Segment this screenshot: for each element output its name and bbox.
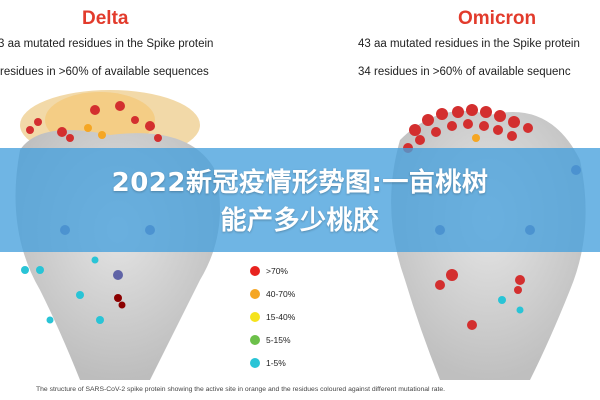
- legend-color-dot: [250, 289, 260, 299]
- legend-item: 1-5%: [250, 354, 295, 372]
- legend-item: >70%: [250, 262, 295, 280]
- legend-label: 40-70%: [266, 289, 296, 299]
- omicron-title: Omicron: [458, 8, 537, 29]
- legend-label: >70%: [266, 266, 288, 276]
- legend-color-dot: [250, 335, 260, 345]
- legend-label: 1-5%: [266, 358, 286, 368]
- delta-line-2: residues in >60% of available sequences: [0, 66, 209, 78]
- delta-title: Delta: [82, 8, 129, 29]
- legend-item: 40-70%: [250, 285, 295, 303]
- title-banner: 2022新冠疫情形势图:一亩桃树 能产多少桃胶: [0, 148, 600, 252]
- legend-color-dot: [250, 266, 260, 276]
- delta-line-1: 3 aa mutated residues in the Spike prote…: [0, 38, 214, 50]
- legend-label: 5-15%: [266, 335, 291, 345]
- legend-label: 15-40%: [266, 312, 296, 322]
- legend-color-dot: [250, 312, 260, 322]
- banner-title-line-1: 2022新冠疫情形势图:一亩桃树: [111, 168, 489, 198]
- mutation-rate-legend: >70% 40-70% 15-40% 5-15% 1-5%: [250, 262, 295, 377]
- figure-caption: The structure of SARS-CoV-2 spike protei…: [36, 386, 446, 393]
- omicron-line-1: 43 aa mutated residues in the Spike prot…: [358, 38, 580, 50]
- legend-item: 5-15%: [250, 331, 295, 349]
- legend-color-dot: [250, 358, 260, 368]
- legend-item: 15-40%: [250, 308, 295, 326]
- omicron-line-2: 34 residues in >60% of available sequenc: [358, 66, 571, 78]
- banner-title-line-2: 能产多少桃胶: [220, 206, 380, 236]
